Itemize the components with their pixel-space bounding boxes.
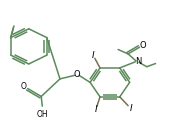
Text: I: I: [129, 104, 132, 113]
Text: I: I: [95, 105, 98, 114]
Text: O: O: [21, 82, 26, 91]
Text: O: O: [140, 41, 146, 50]
Text: OH: OH: [37, 110, 48, 119]
Text: O: O: [74, 70, 80, 79]
Text: N: N: [135, 57, 141, 66]
Text: I: I: [92, 51, 95, 60]
